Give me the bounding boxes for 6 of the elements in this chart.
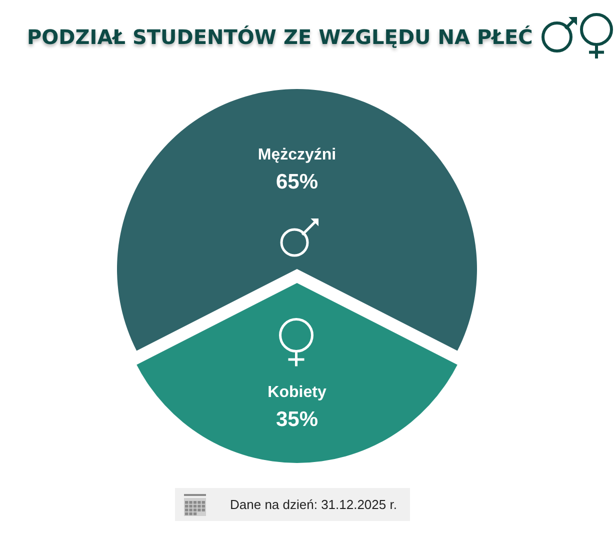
- chart-title: PODZIAŁ STUDENTÓW ZE WZGLĘDU NA PŁEĆ: [27, 25, 533, 49]
- data-label: 65%: [276, 170, 318, 194]
- data-label: 35%: [276, 408, 318, 432]
- slice-label: Mężczyźni: [258, 146, 336, 164]
- slice-label: Kobiety: [268, 384, 326, 402]
- text: Dane na dzień: 31.12.2025 r.: [230, 496, 397, 514]
